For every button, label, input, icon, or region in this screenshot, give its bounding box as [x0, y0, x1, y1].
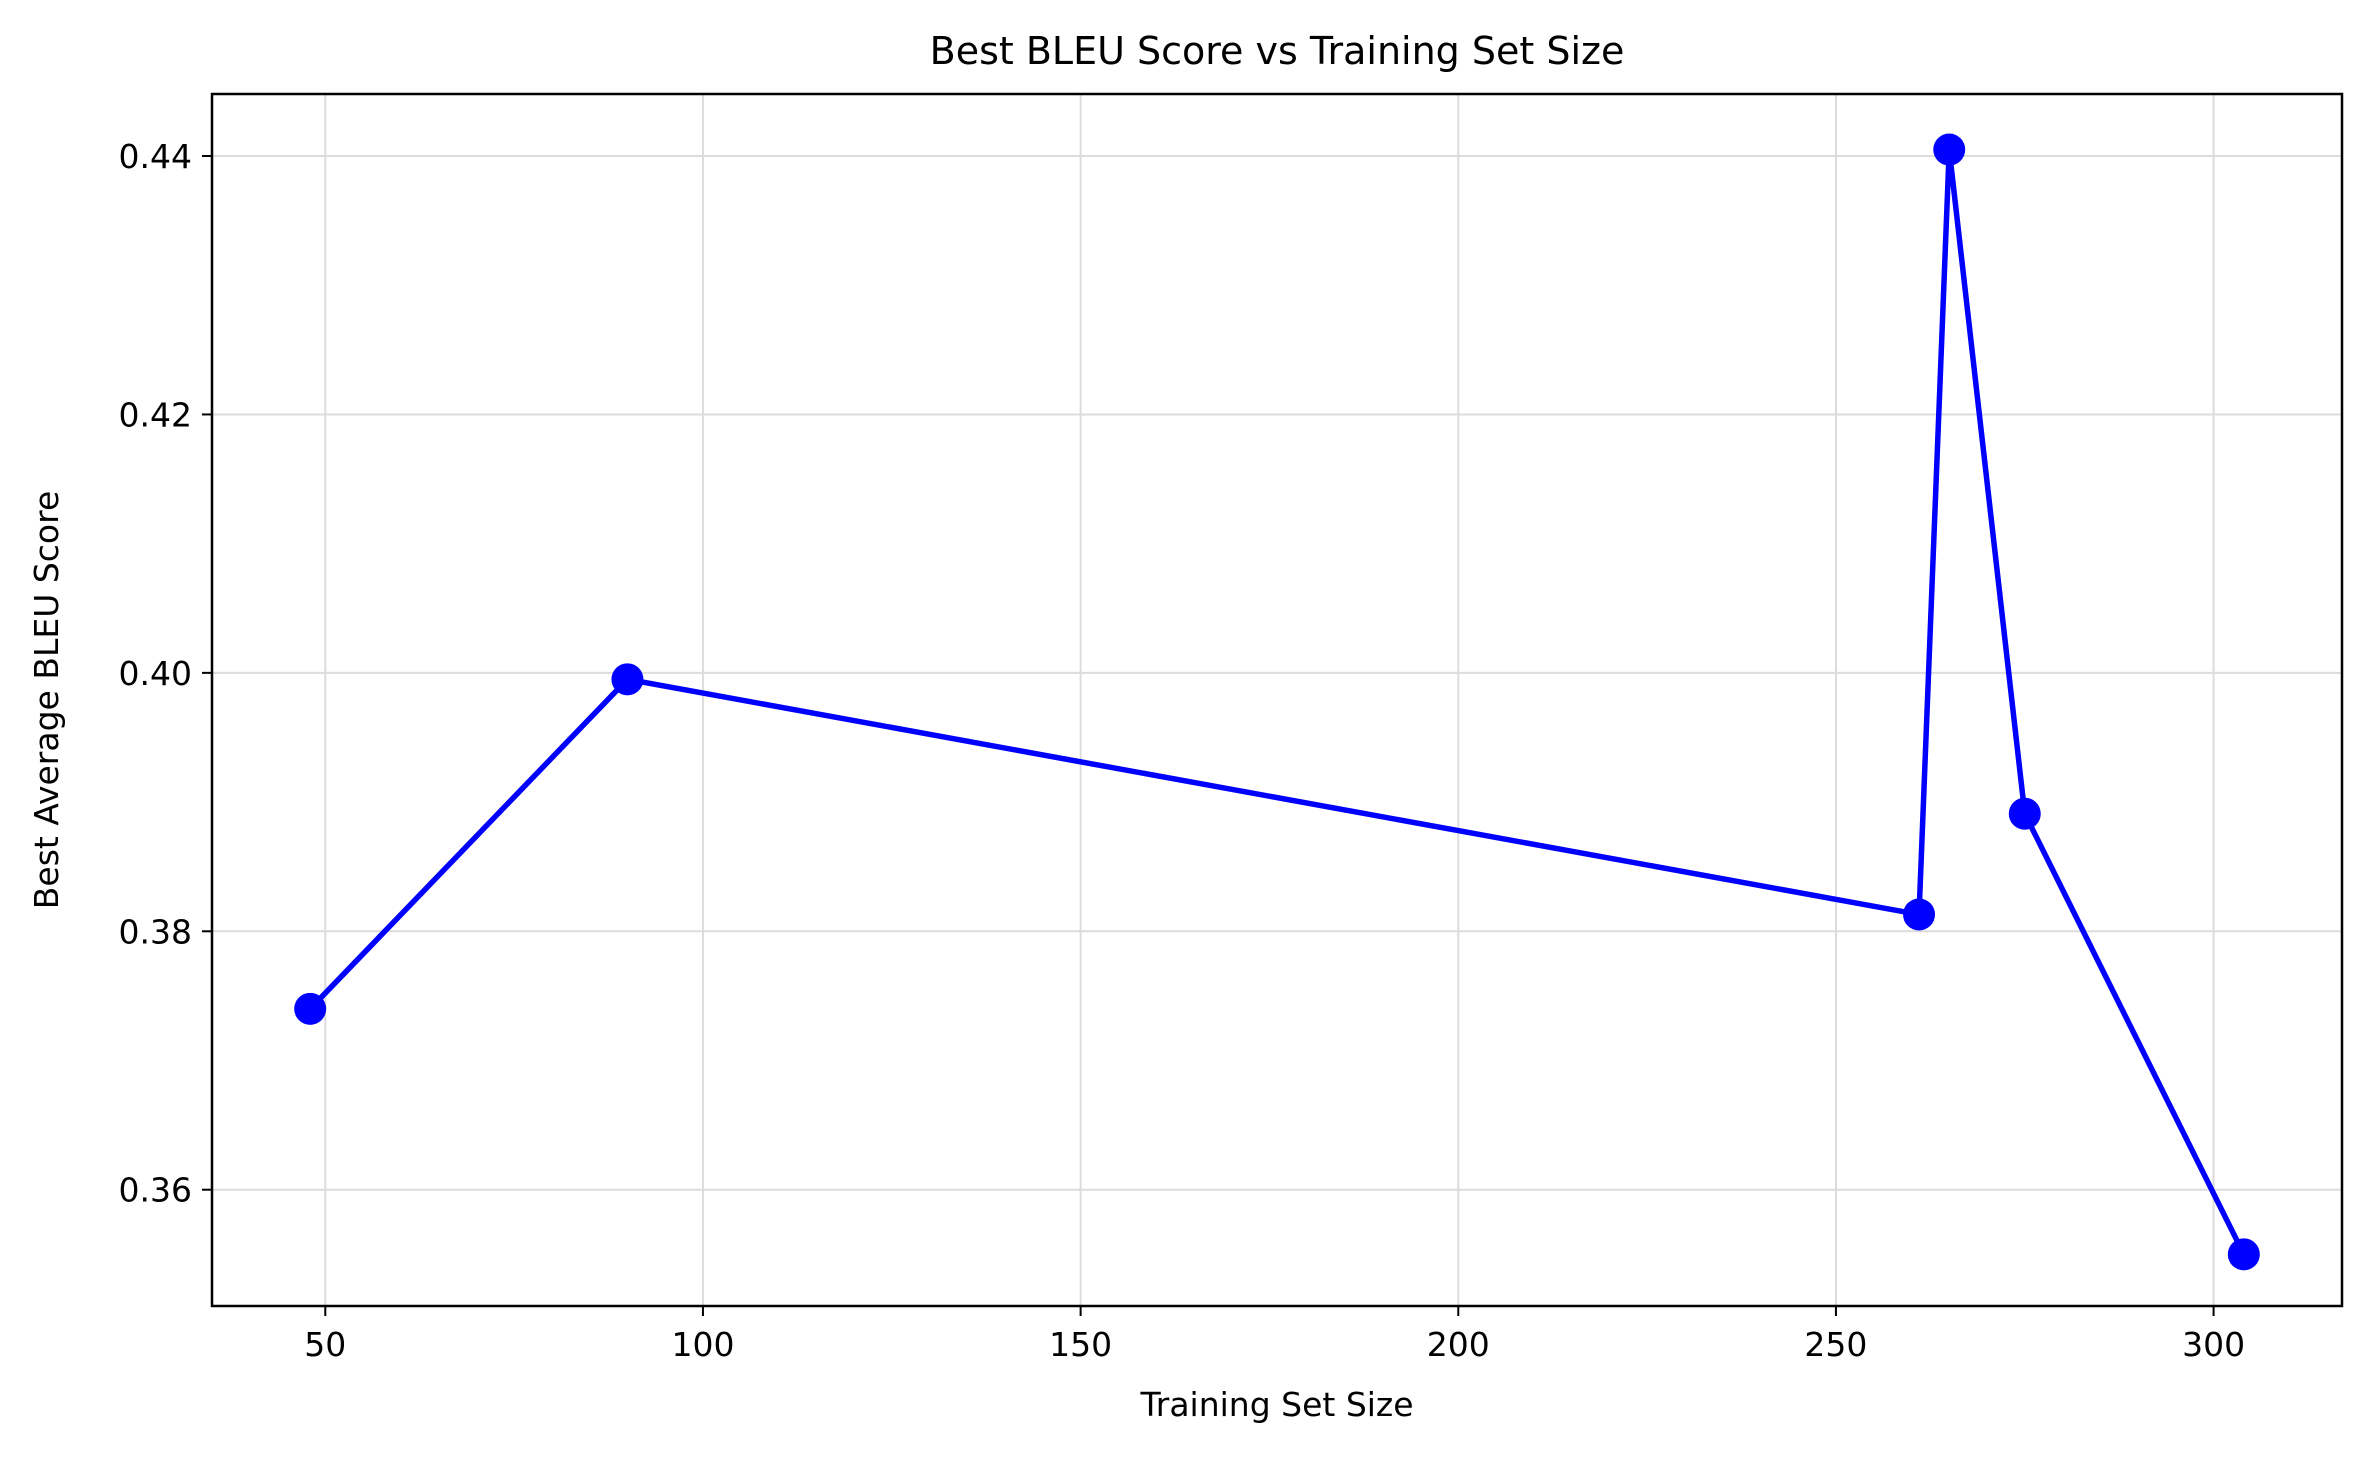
data-point [611, 663, 644, 696]
x-tick-label: 300 [2182, 1325, 2245, 1364]
y-tick-label: 0.44 [119, 137, 192, 176]
y-tick-label: 0.36 [119, 1171, 192, 1210]
x-tick-label: 200 [1427, 1325, 1490, 1364]
plot-frame [210, 92, 2344, 1308]
data-point [2227, 1238, 2260, 1271]
y-tick-label: 0.42 [119, 395, 192, 434]
data-point [1933, 133, 1966, 166]
x-tick-label: 50 [304, 1325, 346, 1364]
data-point [294, 992, 327, 1025]
grid [212, 94, 2342, 1306]
y-tick-label: 0.40 [119, 654, 192, 693]
x-tick-label: 150 [1049, 1325, 1112, 1364]
data-point [2008, 797, 2041, 830]
data-point [1903, 898, 1936, 931]
series-layer [294, 133, 2260, 1271]
x-tick-label: 250 [1804, 1325, 1867, 1364]
axis-ticks: 50 100 150 200 250 300 0.36 0.38 0.40 0.42 0.44 [119, 137, 2246, 1364]
y-axis-label: Best Average BLEU Score [27, 491, 66, 910]
x-axis-label: Training Set Size [1139, 1385, 1413, 1424]
x-tick-label: 100 [671, 1325, 734, 1364]
y-tick-label: 0.38 [119, 912, 192, 951]
chart-title: Best BLEU Score vs Training Set Size [930, 29, 1625, 73]
series-line [308, 146, 2247, 1256]
